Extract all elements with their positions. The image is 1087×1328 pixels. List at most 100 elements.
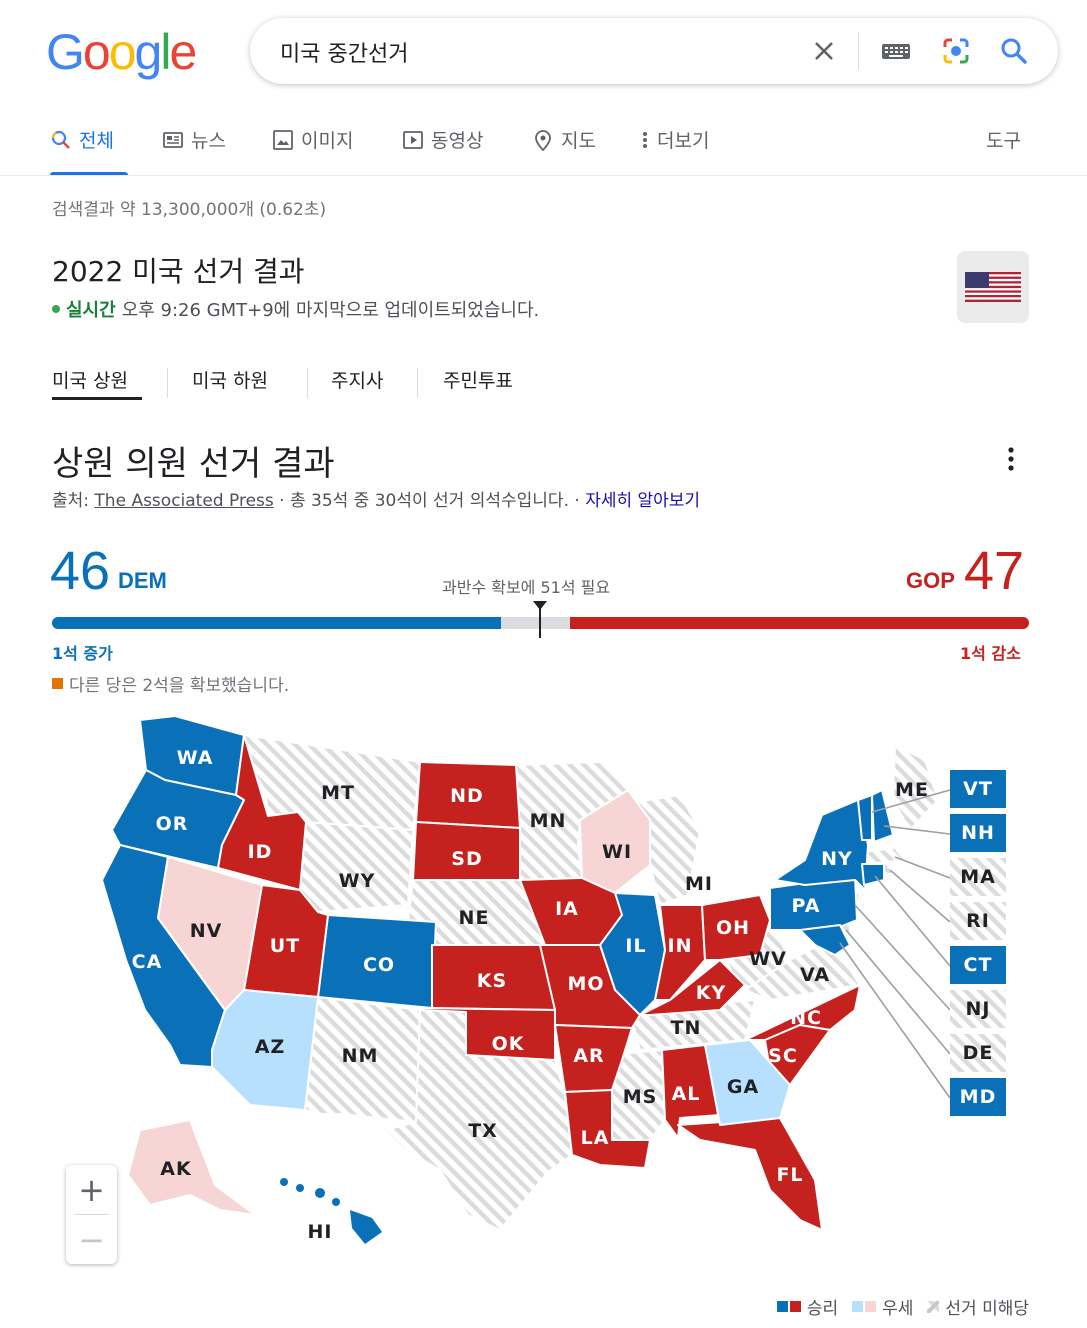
state-NH[interactable] [871, 789, 894, 843]
majority-marker-icon [533, 601, 547, 610]
gop-win-states [217, 734, 861, 1231]
result-stats: 검색결과 약 13,300,000개 (0.62초) [52, 200, 327, 220]
tab-more[interactable]: 더보기 [640, 126, 709, 153]
state-GA[interactable] [704, 1039, 791, 1126]
active-tab-indicator [50, 172, 128, 175]
state-MD[interactable] [799, 924, 851, 956]
tab-images[interactable]: 이미지 [272, 126, 353, 153]
tab-all[interactable]: 전체 [50, 126, 114, 153]
news-icon [163, 131, 183, 148]
map-legend: 승리 우세 선거 미해당 [763, 1294, 1029, 1319]
live-dot-icon [52, 305, 60, 313]
active-sub-tab-indicator [52, 397, 142, 400]
learn-more-link[interactable]: 자세히 알아보기 [585, 491, 701, 511]
state-OH[interactable] [701, 894, 771, 961]
other-party-square [52, 678, 63, 689]
state-AZ[interactable] [211, 989, 319, 1111]
us-flag-icon [957, 251, 1029, 323]
other-party-line: 다른 당은 2석을 확보했습니다. [52, 671, 289, 696]
state-WI[interactable] [579, 789, 651, 894]
zoom-in-button[interactable]: + [78, 1170, 105, 1209]
label-NM: NM [342, 1045, 379, 1067]
label-NJ: NJ [966, 998, 991, 1020]
sub-tab-ballot-measures[interactable]: 주민투표 [443, 370, 513, 392]
zoom-divider [74, 1214, 109, 1215]
tab-news[interactable]: 뉴스 [162, 126, 226, 153]
source-line: 출처: The Associated Press · 총 35석 중 30석이 … [52, 486, 700, 511]
sub-tab-house[interactable]: 미국 하원 [192, 370, 268, 392]
box-VT[interactable] [950, 770, 1006, 808]
legend-no-race-label: 선거 미해당 [945, 1299, 1029, 1319]
label-IA: IA [555, 898, 579, 920]
legend-lean-label: 우세 [882, 1299, 914, 1319]
state-ME[interactable] [892, 744, 939, 831]
search-icon[interactable] [998, 35, 1030, 67]
label-OK: OK [492, 1033, 525, 1055]
box-CT[interactable] [950, 946, 1006, 984]
state-WY[interactable] [299, 821, 414, 913]
box-MD[interactable] [950, 1078, 1006, 1116]
google-logo[interactable]: Google [46, 24, 197, 80]
clear-icon[interactable] [808, 35, 840, 67]
state-ID[interactable] [217, 734, 307, 891]
label-TX: TX [468, 1120, 498, 1142]
keyboard-icon[interactable] [880, 35, 912, 67]
legend-no-race: 선거 미해당 [927, 1294, 1029, 1319]
tools-label: 도구 [986, 130, 1021, 152]
majority-line [539, 608, 541, 638]
tab-maps[interactable]: 지도 [532, 126, 596, 153]
state-VT[interactable] [857, 794, 873, 841]
state-MO[interactable] [539, 944, 641, 1029]
label-KS: KS [477, 970, 507, 992]
label-SC: SC [768, 1045, 798, 1067]
no-race-swatch [927, 1300, 940, 1313]
state-LA[interactable] [564, 1089, 651, 1169]
search-input[interactable] [280, 36, 780, 68]
box-MA[interactable] [950, 858, 1006, 896]
video-icon [403, 130, 423, 149]
label-UT: UT [270, 935, 300, 957]
senate-map[interactable]: WA OR CA NV ID MT WY UT AZ CO NM ND SD N… [0, 700, 1087, 1280]
camera-lens-icon[interactable] [940, 35, 972, 67]
label-ND: ND [450, 785, 484, 807]
state-VA[interactable] [744, 939, 861, 1001]
state-RI[interactable] [883, 863, 893, 875]
more-options-icon[interactable] [998, 444, 1024, 474]
label-ID: ID [248, 841, 273, 863]
box-NH[interactable] [950, 814, 1006, 852]
label-AL: AL [672, 1083, 701, 1105]
state-AK[interactable] [127, 1119, 256, 1216]
label-ME: ME [895, 779, 929, 801]
box-RI[interactable] [950, 902, 1006, 940]
tab-videos[interactable]: 동영상 [402, 126, 483, 153]
label-WI: WI [602, 841, 632, 863]
tab-label: 동영상 [431, 130, 484, 152]
label-NY: NY [821, 848, 853, 870]
sub-tab-senate[interactable]: 미국 상원 [52, 370, 128, 392]
label-MA: MA [960, 866, 996, 888]
state-FL[interactable] [677, 1117, 823, 1231]
label-MS: MS [623, 1086, 658, 1108]
gop-label: GOP [906, 568, 955, 593]
label-MD: MD [960, 1086, 997, 1108]
box-DE[interactable] [950, 1034, 1006, 1072]
state-AR[interactable] [554, 1024, 633, 1093]
label-IN: IN [668, 935, 693, 957]
state-HI[interactable] [280, 1178, 382, 1244]
label-SD: SD [451, 848, 482, 870]
dem-change: 1석 증가 [52, 644, 113, 663]
majority-text: 과반수 확보에 51석 필요 [442, 578, 611, 597]
zoom-out-button[interactable]: − [78, 1220, 105, 1259]
box-NJ[interactable] [950, 990, 1006, 1028]
source-link[interactable]: The Associated Press [94, 491, 274, 511]
state-NY[interactable] [774, 799, 869, 891]
state-KY[interactable] [639, 959, 746, 1016]
label-AR: AR [573, 1045, 604, 1067]
tools-button[interactable]: 도구 [986, 126, 1021, 153]
sub-tab-separator [417, 368, 418, 398]
label-OH: OH [716, 917, 750, 939]
label-AZ: AZ [255, 1036, 285, 1058]
label-MN: MN [530, 810, 567, 832]
search-divider [858, 32, 859, 70]
sub-tab-governor[interactable]: 주지사 [331, 370, 384, 392]
